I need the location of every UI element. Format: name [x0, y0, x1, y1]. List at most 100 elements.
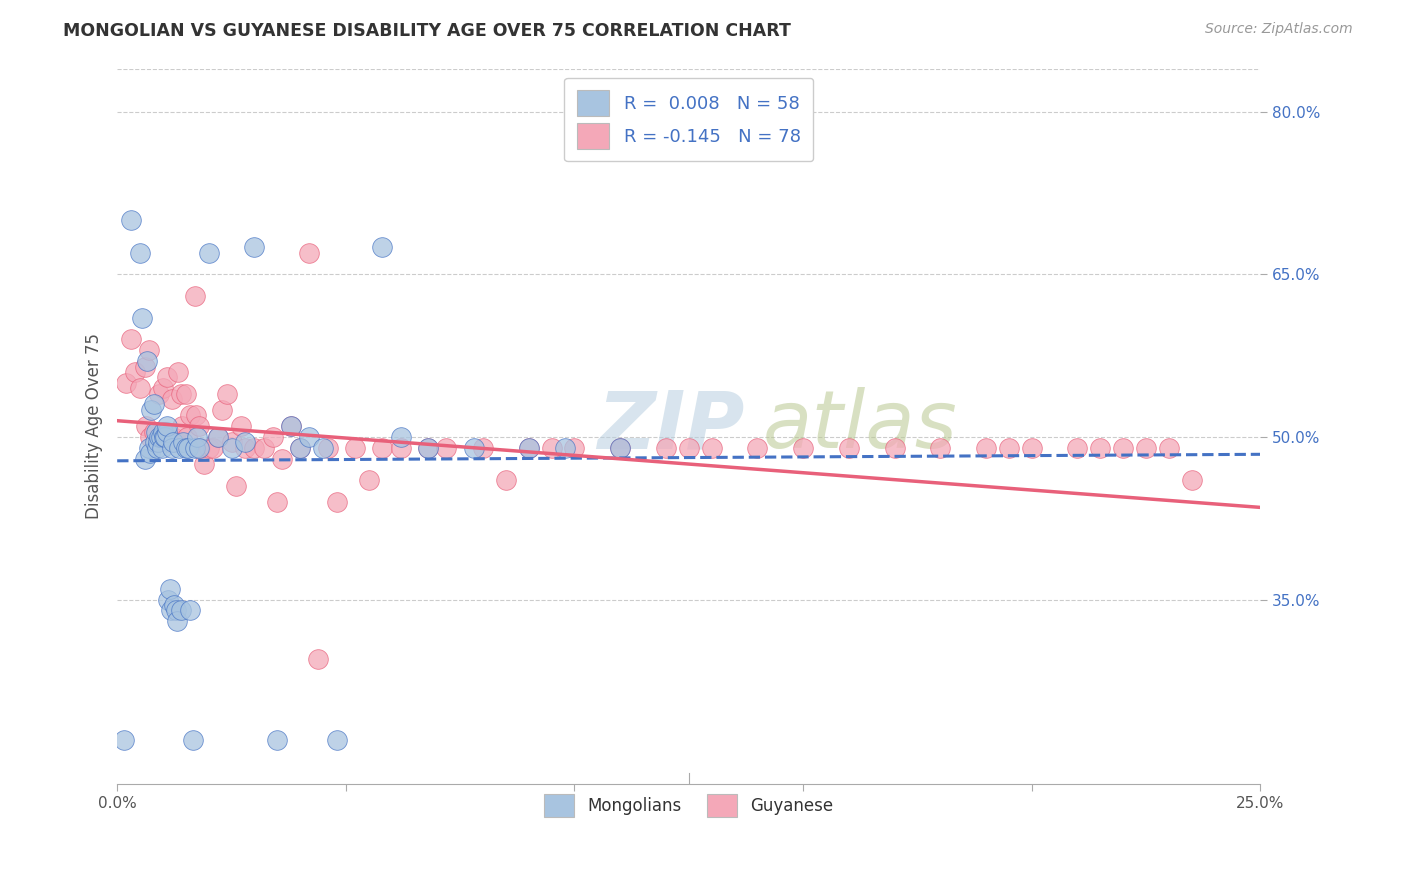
Point [152, 381, 174, 395]
Point [159, 582, 181, 596]
Point [153, 425, 176, 439]
Point [150, 441, 173, 455]
Point [148, 435, 170, 450]
Point [153, 430, 176, 444]
Point [184, 289, 207, 303]
Point [316, 441, 339, 455]
Point [838, 441, 860, 455]
Point [170, 386, 193, 401]
Point [188, 441, 211, 455]
Point [176, 430, 198, 444]
Point [540, 441, 562, 455]
Point [160, 441, 183, 455]
Point [288, 441, 311, 455]
Point [357, 473, 380, 487]
Point [207, 430, 229, 444]
Point [1181, 473, 1204, 487]
Point [747, 441, 769, 455]
Point [148, 430, 170, 444]
Point [190, 441, 212, 455]
Text: atlas: atlas [763, 387, 957, 465]
Point [1135, 441, 1157, 455]
Point [998, 441, 1021, 455]
Point [252, 441, 274, 455]
Point [1021, 441, 1043, 455]
Point [233, 435, 256, 450]
Point [266, 495, 288, 509]
Point [1090, 441, 1112, 455]
Point [156, 419, 179, 434]
Point [166, 614, 188, 628]
Point [188, 419, 211, 434]
Point [655, 441, 678, 455]
Point [371, 240, 394, 254]
Point [157, 592, 180, 607]
Point [142, 425, 165, 439]
Point [325, 495, 347, 509]
Point [142, 397, 165, 411]
Point [517, 441, 540, 455]
Point [371, 441, 394, 455]
Point [609, 441, 631, 455]
Point [146, 441, 169, 455]
Point [120, 333, 142, 347]
Point [298, 430, 321, 444]
Point [193, 457, 215, 471]
Point [135, 354, 157, 368]
Point [139, 430, 162, 444]
Point [883, 441, 905, 455]
Point [1112, 441, 1135, 455]
Point [179, 409, 201, 423]
Point [1157, 441, 1180, 455]
Point [225, 479, 247, 493]
Point [266, 733, 288, 747]
Point [156, 370, 179, 384]
Point [1066, 441, 1088, 455]
Point [197, 441, 219, 455]
Point [143, 435, 166, 450]
Point [678, 441, 700, 455]
Point [181, 733, 204, 747]
Point [418, 441, 440, 455]
Point [166, 365, 188, 379]
Point [211, 402, 233, 417]
Point [495, 473, 517, 487]
Point [160, 392, 183, 406]
Point [184, 441, 207, 455]
Point [155, 425, 177, 439]
Point [148, 435, 170, 450]
Point [135, 419, 157, 434]
Point [148, 386, 170, 401]
Point [131, 310, 153, 325]
Point [233, 441, 256, 455]
Point [288, 441, 311, 455]
Point [564, 441, 586, 455]
Y-axis label: Disability Age Over 75: Disability Age Over 75 [86, 333, 103, 519]
Point [243, 240, 266, 254]
Point [197, 245, 219, 260]
Point [172, 419, 194, 434]
Point [184, 409, 207, 423]
Point [112, 733, 135, 747]
Point [517, 441, 540, 455]
Point [157, 435, 180, 450]
Point [124, 365, 146, 379]
Point [145, 425, 167, 439]
Point [163, 598, 186, 612]
Point [179, 603, 201, 617]
Point [141, 402, 163, 417]
Point [325, 733, 347, 747]
Text: ZIP: ZIP [598, 387, 745, 465]
Point [165, 603, 187, 617]
Point [202, 441, 225, 455]
Point [139, 446, 162, 460]
Point [389, 430, 412, 444]
Point [389, 441, 412, 455]
Point [229, 419, 252, 434]
Point [177, 441, 200, 455]
Point [463, 441, 485, 455]
Point [138, 441, 160, 455]
Point [792, 441, 814, 455]
Point [166, 435, 188, 450]
Text: Source: ZipAtlas.com: Source: ZipAtlas.com [1205, 22, 1353, 37]
